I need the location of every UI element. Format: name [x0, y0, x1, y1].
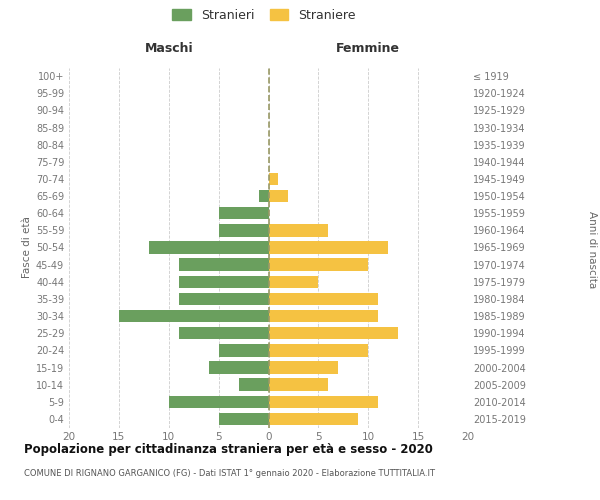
Bar: [149, 242, 269, 254]
Bar: [269, 344, 368, 356]
Text: Popolazione per cittadinanza straniera per età e sesso - 2020: Popolazione per cittadinanza straniera p…: [24, 442, 433, 456]
Text: COMUNE DI RIGNANO GARGANICO (FG) - Dati ISTAT 1° gennaio 2020 - Elaborazione TUT: COMUNE DI RIGNANO GARGANICO (FG) - Dati …: [24, 469, 435, 478]
Bar: [269, 293, 378, 305]
Bar: [179, 276, 269, 288]
Bar: [269, 242, 388, 254]
Bar: [269, 173, 278, 185]
Bar: [269, 413, 358, 425]
Bar: [269, 378, 328, 391]
Bar: [269, 327, 398, 340]
Bar: [218, 413, 269, 425]
Y-axis label: Fasce di età: Fasce di età: [22, 216, 32, 278]
Bar: [239, 378, 269, 391]
Bar: [179, 327, 269, 340]
Bar: [269, 190, 289, 202]
Bar: [269, 310, 378, 322]
Legend: Stranieri, Straniere: Stranieri, Straniere: [170, 6, 358, 24]
Bar: [179, 293, 269, 305]
Bar: [269, 258, 368, 271]
Text: Anni di nascita: Anni di nascita: [587, 212, 597, 288]
Bar: [209, 362, 269, 374]
Bar: [169, 396, 269, 408]
Bar: [218, 344, 269, 356]
Bar: [269, 224, 328, 236]
Bar: [269, 362, 338, 374]
Bar: [259, 190, 269, 202]
Bar: [179, 258, 269, 271]
Text: Femmine: Femmine: [336, 42, 400, 55]
Bar: [269, 396, 378, 408]
Bar: [269, 276, 319, 288]
Bar: [218, 207, 269, 220]
Bar: [119, 310, 269, 322]
Bar: [218, 224, 269, 236]
Text: Maschi: Maschi: [145, 42, 193, 55]
